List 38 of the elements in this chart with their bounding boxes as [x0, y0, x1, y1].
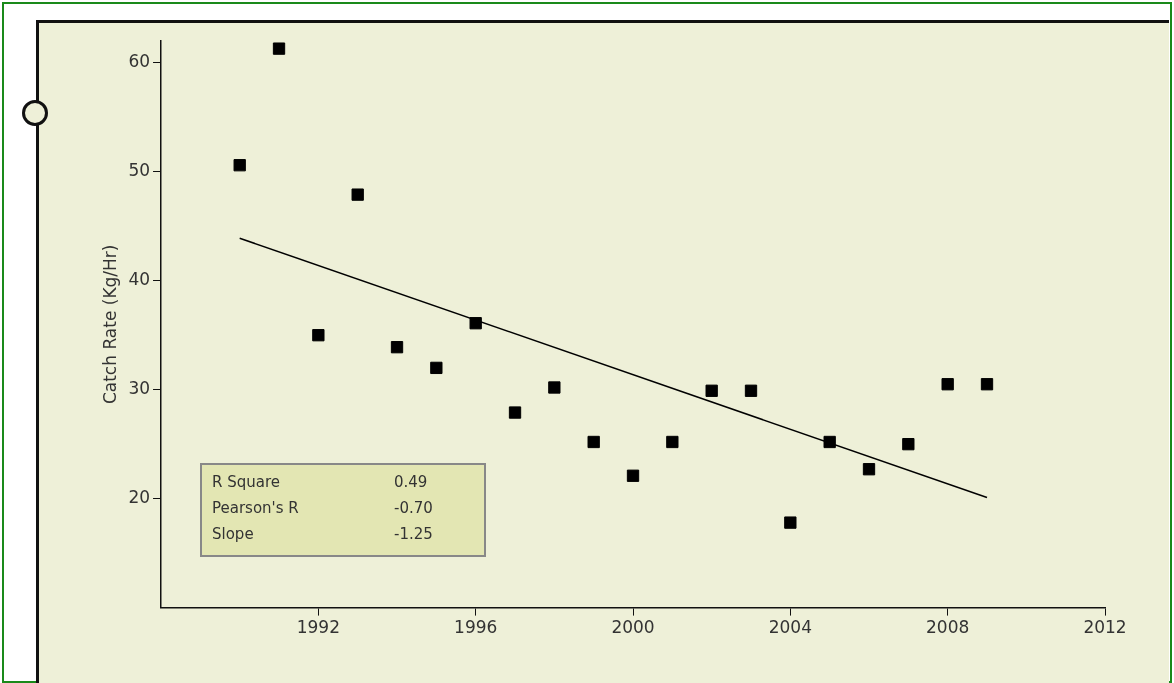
- point: [272, 42, 286, 55]
- point: [626, 469, 640, 482]
- point: [980, 378, 994, 391]
- point: [784, 516, 797, 529]
- x-tick-label: 1996: [454, 617, 498, 638]
- point: [390, 341, 404, 354]
- point: [705, 384, 718, 397]
- x-tick-label: 2004: [768, 617, 812, 638]
- point: [508, 406, 522, 419]
- y-tick-label: 20: [128, 487, 151, 508]
- point: [902, 438, 915, 451]
- point: [666, 435, 679, 449]
- x-tick-label: 1992: [296, 617, 340, 638]
- point: [548, 381, 561, 394]
- annotation: Pearson's R: [212, 498, 300, 519]
- point: [587, 435, 600, 449]
- x-tick-label: 2008: [926, 617, 970, 638]
- x-tick-label: 2012: [1083, 617, 1127, 638]
- x-tick-label: 2000: [611, 617, 655, 638]
- annotation: 0.49: [394, 472, 429, 493]
- point: [469, 317, 482, 330]
- point: [823, 435, 836, 449]
- y-axis-title: Catch Rate (Kg/Hr): [99, 244, 120, 405]
- point: [941, 378, 954, 391]
- point: [351, 188, 364, 201]
- point: [862, 463, 876, 476]
- annotation: -1.25: [394, 524, 434, 545]
- point: [430, 361, 443, 375]
- annotation: Slope: [212, 524, 255, 545]
- annotation: -0.70: [394, 498, 434, 519]
- point: [312, 329, 325, 342]
- annotation: R Square: [212, 472, 281, 493]
- y-tick-label: 50: [128, 160, 151, 181]
- point: [744, 384, 758, 397]
- point: [233, 159, 246, 172]
- y-tick-label: 60: [128, 51, 151, 72]
- y-tick-label: 40: [128, 269, 151, 290]
- y-tick-label: 30: [128, 378, 151, 399]
